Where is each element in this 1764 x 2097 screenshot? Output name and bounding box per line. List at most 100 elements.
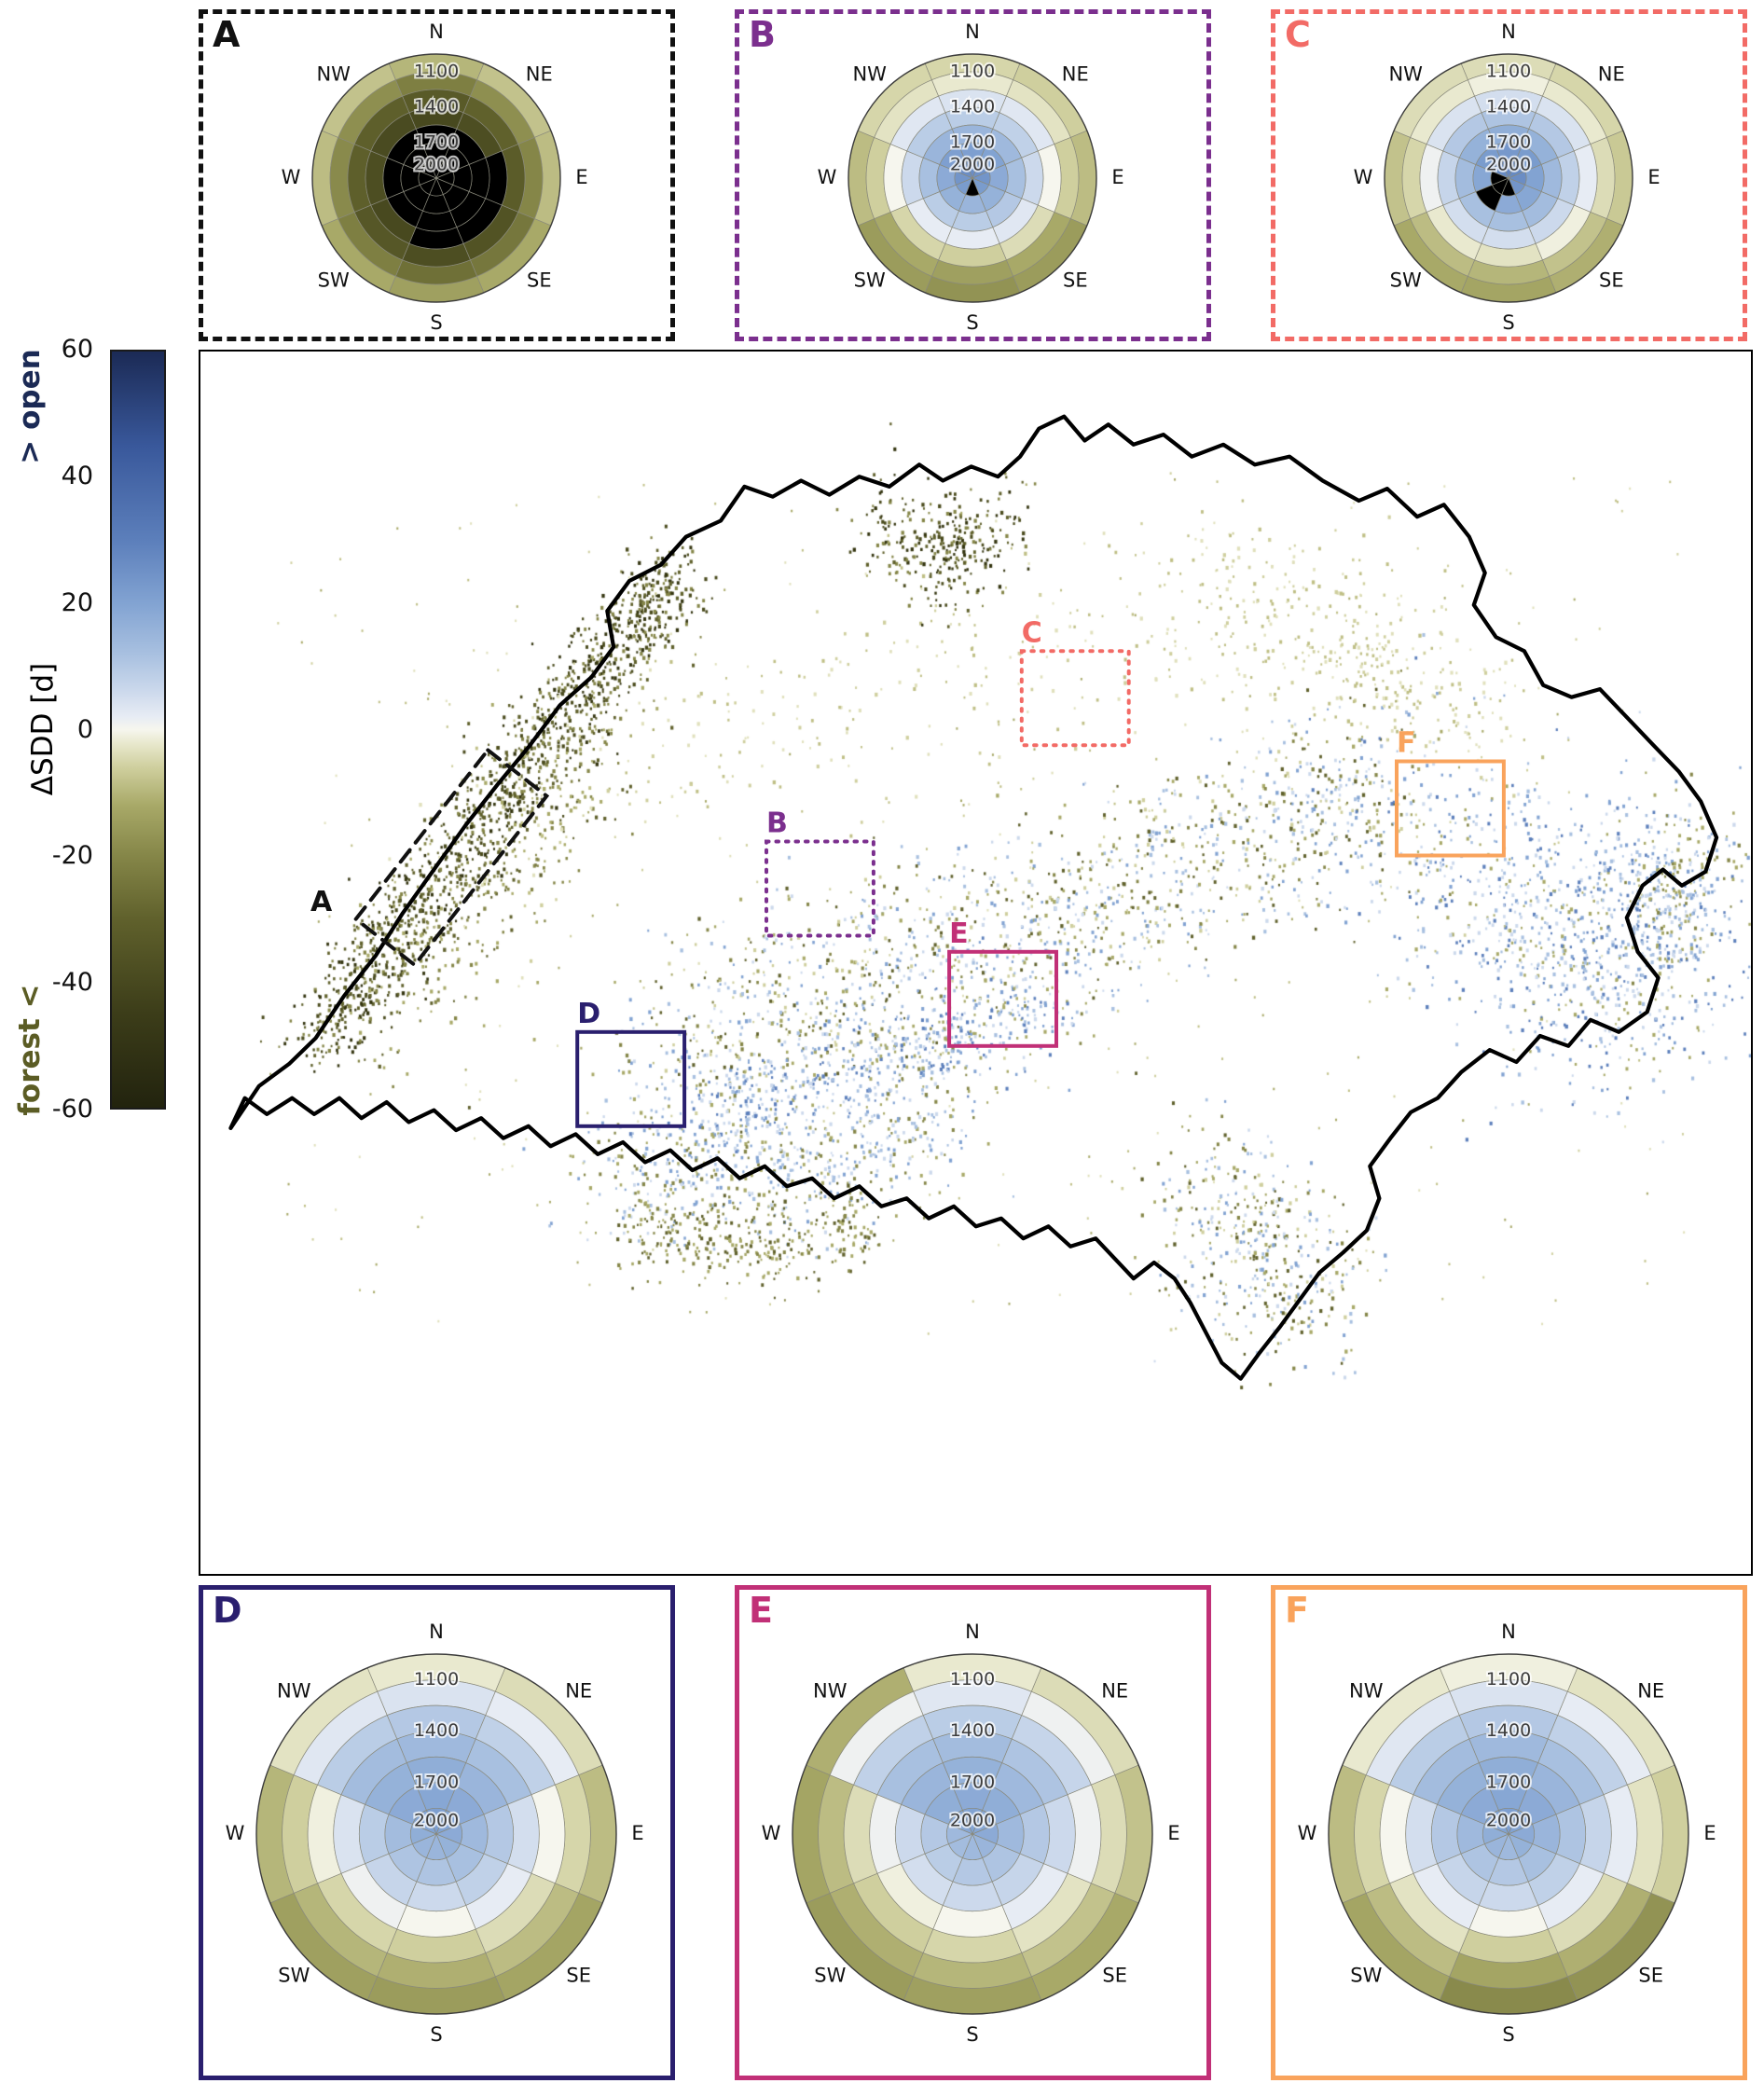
elevation-ring-label: 1400 [950,1720,995,1741]
compass-label: NW [1388,63,1423,86]
compass-label: W [1354,166,1373,188]
elevation-ring-label: 1700 [1486,132,1531,153]
map-region-label-e: E [949,917,969,950]
elevation-ring-label: 1100 [1486,62,1531,82]
map-overlay: A B C D E F [228,414,1719,1381]
compass-label: NW [1349,1679,1384,1702]
compass-label: E [631,1822,643,1844]
colorbar-tick: -60 [51,1095,93,1124]
compass-label: SW [1390,269,1422,291]
elevation-ring-label: 2000 [1486,155,1531,175]
elevation-ring-label: 1100 [950,1669,995,1690]
compass-label: SE [527,269,552,291]
elevation-ring-label: 2000 [950,1811,995,1831]
elevation-ring-label: 2000 [1486,1811,1531,1831]
compass-label: N [965,21,980,43]
compass-label: NE [1101,1679,1128,1702]
compass-label: E [575,166,587,188]
compass-label: NW [277,1679,311,1702]
compass-label: W [762,1822,781,1844]
compass-label: NE [526,63,553,86]
colorbar-tick: 60 [61,335,93,364]
compass-label: SW [814,1965,846,1987]
switzerland-border [228,414,1719,1381]
compass-label: NE [1637,1679,1664,1702]
compass-label: S [966,2023,978,2046]
compass-label: SW [318,269,350,291]
elevation-ring-label: 2000 [950,155,995,175]
polar-chart-d: N NE E SE S SW W NW 1100 1400 1700 2000 [226,1621,644,2046]
map-region-box-e [947,949,1058,1048]
polar-outline [848,53,1097,303]
panel-letter-c: C [1285,14,1311,55]
colorbar-gradient [110,350,166,1110]
panel-letter-d: D [213,1590,242,1631]
panel-letter-e: E [749,1590,773,1631]
polar-outline [1328,1653,1689,2015]
map-region-label-b: B [766,807,788,840]
map-panel: A B C D E F [199,350,1753,1576]
compass-label: NW [813,1679,848,1702]
polar-cell [359,1803,390,1865]
elevation-ring-label: 1100 [1486,1669,1531,1690]
compass-label: SE [1599,269,1624,291]
panel-letter-f: F [1285,1590,1309,1631]
compass-label: W [282,166,301,188]
elevation-ring-label: 1700 [414,132,459,153]
elevation-ring-label: 1400 [950,97,995,117]
compass-label: S [430,311,442,334]
compass-label: SW [278,1965,310,1987]
polar-cell [955,160,973,179]
polar-cell [895,1803,926,1865]
polar-cell [412,1810,437,1835]
polar-panel-f: F N NE E SE S SW W NW 1100 1400 1700 2000 [1271,1585,1747,2080]
compass-label: SW [1350,1965,1382,1987]
compass-label: NE [565,1679,592,1702]
compass-label: SE [1063,269,1088,291]
elevation-ring-label: 1700 [950,1772,995,1792]
elevation-ring-label: 2000 [414,1811,459,1831]
compass-label: W [226,1822,245,1844]
colorbar-tick: -20 [51,841,93,871]
polar-cell [1478,1881,1539,1911]
compass-label: SW [854,269,886,291]
polar-cell [942,1881,1003,1911]
elevation-ring-label: 1700 [950,132,995,153]
polar-cell [419,160,437,179]
elevation-ring-label: 1700 [1486,1772,1531,1792]
polar-panel-c: C N NE E SE S SW W NW 1100 1400 1700 2000 [1271,9,1747,341]
map-region-label-f: F [1397,727,1416,760]
elevation-ring-label: 1100 [414,62,459,82]
compass-label: S [1502,311,1514,334]
polar-cell [948,1810,973,1835]
colorbar-ticks: 60 40 20 0 -20 -40 -60 [0,335,99,1124]
compass-label: NE [1598,63,1625,86]
compass-label: NW [852,63,887,86]
compass-label: N [965,1621,980,1643]
panel-letter-a: A [213,14,241,55]
polar-outline [255,1653,617,2015]
elevation-ring-label: 1400 [1486,97,1531,117]
map-region-box-a [352,747,550,968]
compass-label: E [1111,166,1123,188]
elevation-ring-label: 2000 [414,155,459,175]
colorbar-tick: 20 [61,587,93,617]
compass-label: S [966,311,978,334]
polar-panel-d: D N NE E SE S SW W NW 1100 1400 1700 2000 [199,1585,675,2080]
polar-cell [1019,1803,1050,1865]
compass-label: E [1647,166,1660,188]
polar-cell [406,1881,467,1911]
panel-letter-b: B [749,14,776,55]
elevation-ring-label: 1400 [414,97,459,117]
polar-panel-b: B N NE E SE S SW W NW 1100 1400 1700 2000 [735,9,1211,341]
polar-chart-e: N NE E SE S SW W NW 1100 1400 1700 2000 [762,1621,1180,2046]
compass-label: S [430,2023,442,2046]
polar-cell [1431,1803,1462,1865]
polar-panel-e: E N NE E SE S SW W NW 1100 1400 1700 2000 [735,1585,1211,2080]
compass-label: N [429,21,444,43]
map-region-box-f [1395,759,1506,858]
compass-label: NW [316,63,351,86]
compass-label: NE [1062,63,1089,86]
